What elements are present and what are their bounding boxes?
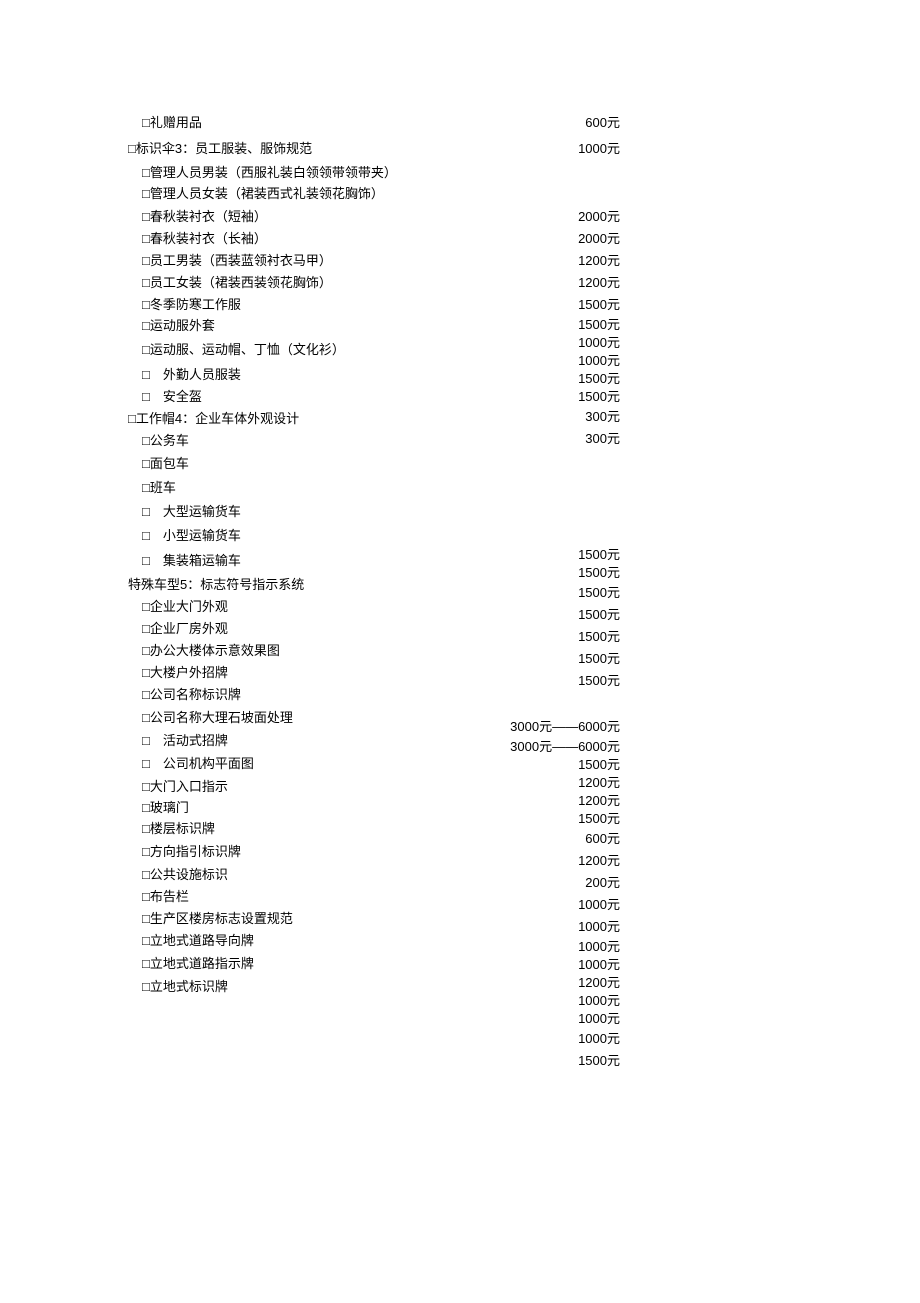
left-item: □面包车 [128,452,468,476]
price-item: 1000元 [450,352,620,370]
price-item: 3000元——6000元 [450,738,620,756]
price-item: 300元 [450,406,620,428]
left-item: □ 外勤人员服装 [128,364,468,386]
price-item: 1500元 [450,810,620,828]
left-item: □布告栏 [128,886,468,908]
price-item: 1500元 [450,1050,620,1072]
left-item: □公务车 [128,430,468,452]
price-item: 1500元 [450,756,620,774]
left-item: □大门入口指示 [128,776,468,798]
left-item: □运动服、运动帽、丁恤（文化衫） [128,336,468,364]
price-item: 1200元 [450,974,620,992]
price-item: 1500元 [450,648,620,670]
price-item: 1200元 [450,792,620,810]
price-item: 1000元 [450,1010,620,1028]
left-item: □班车 [128,476,468,500]
price-item [450,498,620,522]
price-item: 1500元 [450,582,620,604]
left-item: □春秋装衬衣（长袖） [128,228,468,250]
price-item: 2000元 [450,228,620,250]
price-item: 1000元 [450,956,620,974]
left-item: □员工女装（裙装西装领花胸饰） [128,272,468,294]
left-item: □公司名称大理石坡面处理 [128,706,468,730]
left-item: □立地式标识牌 [128,976,468,998]
left-item: □冬季防寒工作服 [128,294,468,316]
left-item: □ 大型运输货车 [128,500,468,524]
price-item: 1000元 [450,992,620,1010]
price-item: 1000元 [450,1028,620,1050]
price-item: 1500元 [450,564,620,582]
left-item: □ 活动式招牌 [128,730,468,752]
left-item: □立地式道路指示牌 [128,952,468,976]
price-item: 1000元 [450,894,620,916]
price-item: 1500元 [450,294,620,316]
price-item: 3000元——6000元 [450,716,620,738]
left-item: □公共设施标识 [128,864,468,886]
price-item [450,450,620,474]
price-item: 1200元 [450,774,620,792]
price-item: 1200元 [450,272,620,294]
left-item: □生产区楼房标志设置规范 [128,908,468,930]
left-item: □楼层标识牌 [128,818,468,840]
left-item: □管理人员女装（裙装西式礼装领花胸饰） [128,182,468,206]
left-item: □大楼户外招牌 [128,662,468,684]
left-item: □运动服外套 [128,316,468,336]
price-item: 1500元 [450,670,620,692]
price-item: 1500元 [450,604,620,626]
price-item: 300元 [450,428,620,450]
price-item: 1000元 [450,916,620,938]
left-item: □ 安全盔 [128,386,468,408]
left-item: □标识伞3：员工服装、服饰规范 [128,134,468,164]
left-item: □ 小型运输货车 [128,524,468,548]
price-item: 1500元 [450,370,620,388]
price-item: 1000元 [450,334,620,352]
left-item: □员工男装（西装蓝领衬衣马甲） [128,250,468,272]
price-item: 1000元 [450,134,620,164]
price-item [450,692,620,716]
price-item: 1500元 [450,388,620,406]
price-item [450,182,620,206]
left-item: □立地式道路导向牌 [128,930,468,952]
price-item: 2000元 [450,206,620,228]
price-item [450,522,620,546]
price-item [450,164,620,182]
left-item: □ 集装箱运输车 [128,548,468,574]
left-item: □玻璃门 [128,798,468,818]
left-item: □春秋装衬衣（短袖） [128,206,468,228]
price-item: 600元 [450,828,620,850]
left-item: □企业厂房外观 [128,618,468,640]
left-item: □ 公司机构平面图 [128,752,468,776]
left-item: 特殊车型5：标志符号指示系统 [128,574,468,596]
price-item: 1500元 [450,546,620,564]
price-item: 1500元 [450,626,620,648]
right-column: 600元1000元2000元2000元1200元1200元1500元1500元1… [450,112,620,1072]
left-item: □办公大楼体示意效果图 [128,640,468,662]
left-column: □礼赠用品□标识伞3：员工服装、服饰规范□管理人员男装（西服礼装白领领带领带夹）… [128,112,468,998]
left-item: □公司名称标识牌 [128,684,468,706]
price-item: 1200元 [450,850,620,872]
price-item [450,474,620,498]
left-item: □方向指引标识牌 [128,840,468,864]
left-item: □工作帽4：企业车体外观设计 [128,408,468,430]
price-item: 1500元 [450,316,620,334]
price-item: 1000元 [450,938,620,956]
left-item: □企业大门外观 [128,596,468,618]
left-item: □礼赠用品 [128,112,468,134]
price-item: 200元 [450,872,620,894]
price-item: 600元 [450,112,620,134]
left-item: □管理人员男装（西服礼装白领领带领带夹） [128,164,468,182]
price-item: 1200元 [450,250,620,272]
